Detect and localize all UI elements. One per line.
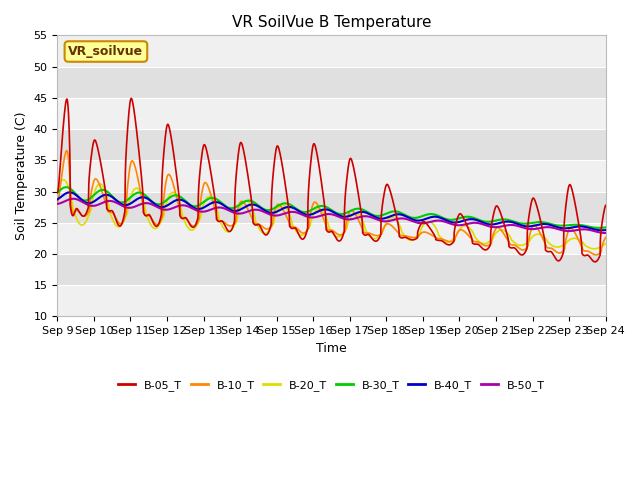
Bar (58, 160, 605, 192)
B-05_T (54, 190, 61, 195)
B-10_T (395, 230, 403, 236)
B-10_T (171, 188, 179, 193)
B-50_T (602, 230, 609, 236)
B-20_T (590, 246, 598, 252)
B-50_T (54, 201, 61, 207)
B-50_T (550, 225, 557, 231)
B-20_T (207, 194, 214, 200)
B-40_T (395, 211, 403, 217)
B-20_T (385, 216, 393, 222)
B-05_T (395, 224, 403, 230)
B-30_T (54, 190, 61, 196)
B-05_T (602, 203, 609, 209)
B-05_T (550, 252, 557, 258)
Text: VR_soilvue: VR_soilvue (68, 45, 143, 58)
B-30_T (62, 184, 70, 190)
Bar (58, 67, 605, 98)
B-05_T (385, 185, 393, 191)
B-20_T (602, 241, 609, 247)
Line: B-30_T: B-30_T (58, 187, 605, 228)
B-50_T (602, 230, 609, 236)
B-10_T (602, 235, 609, 240)
B-40_T (207, 201, 214, 206)
B-10_T (207, 191, 214, 197)
B-40_T (550, 223, 557, 229)
Line: B-10_T: B-10_T (58, 151, 605, 255)
Bar (58, 36, 605, 67)
B-10_T (385, 221, 393, 227)
B-30_T (595, 225, 603, 231)
Bar (58, 192, 605, 223)
B-20_T (54, 187, 61, 193)
Line: B-20_T: B-20_T (58, 180, 605, 249)
B-40_T (598, 228, 605, 233)
B-20_T (602, 241, 609, 247)
B-50_T (207, 207, 214, 213)
B-50_T (69, 196, 77, 202)
Legend: B-05_T, B-10_T, B-20_T, B-30_T, B-40_T, B-50_T: B-05_T, B-10_T, B-20_T, B-30_T, B-40_T, … (114, 375, 549, 395)
B-30_T (602, 225, 609, 230)
B-05_T (207, 168, 214, 174)
B-40_T (66, 190, 74, 195)
B-20_T (60, 177, 67, 182)
B-10_T (602, 235, 609, 240)
B-50_T (602, 230, 609, 236)
B-30_T (207, 195, 214, 201)
B-50_T (385, 218, 393, 224)
B-30_T (385, 210, 393, 216)
B-40_T (54, 197, 61, 203)
B-10_T (592, 252, 600, 258)
Bar (58, 254, 605, 285)
B-20_T (550, 243, 557, 249)
B-10_T (54, 199, 61, 204)
B-05_T (127, 96, 135, 101)
Bar (58, 223, 605, 254)
B-05_T (171, 161, 179, 167)
Line: B-50_T: B-50_T (58, 199, 605, 233)
Bar (58, 285, 605, 316)
B-40_T (385, 214, 393, 220)
B-40_T (602, 227, 609, 233)
Y-axis label: Soil Temperature (C): Soil Temperature (C) (15, 112, 28, 240)
B-05_T (602, 203, 609, 208)
B-30_T (550, 222, 557, 228)
B-30_T (395, 209, 403, 215)
B-40_T (602, 227, 609, 233)
B-30_T (171, 192, 179, 198)
B-30_T (602, 225, 609, 230)
B-50_T (395, 216, 403, 222)
B-50_T (171, 204, 179, 210)
B-10_T (63, 148, 70, 154)
B-10_T (550, 247, 557, 252)
Bar (58, 98, 605, 129)
B-05_T (591, 259, 599, 265)
Title: VR SoilVue B Temperature: VR SoilVue B Temperature (232, 15, 431, 30)
Line: B-05_T: B-05_T (58, 98, 605, 262)
Line: B-40_T: B-40_T (58, 192, 605, 230)
B-20_T (171, 191, 179, 196)
B-20_T (395, 220, 403, 226)
Bar (58, 129, 605, 160)
X-axis label: Time: Time (316, 342, 347, 355)
B-40_T (171, 198, 179, 204)
